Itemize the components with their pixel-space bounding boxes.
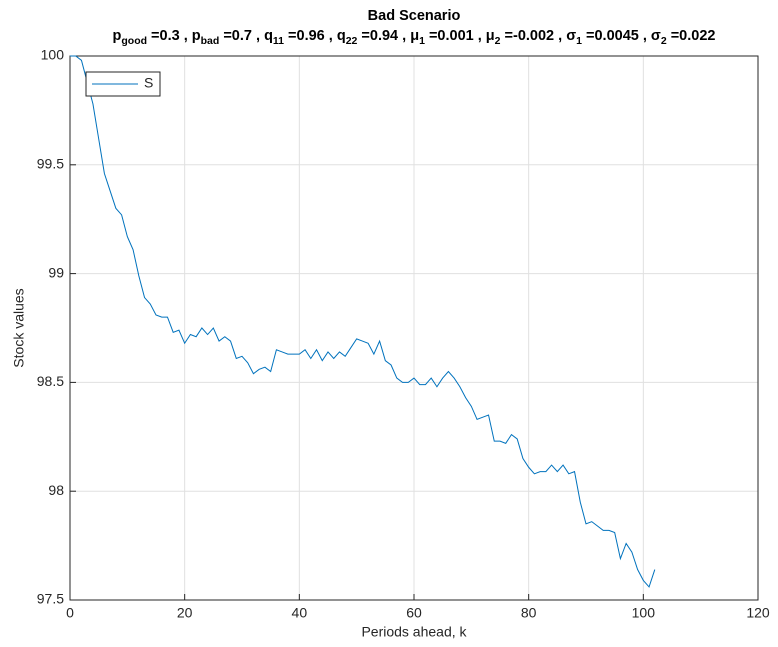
subtitle-subscript: 2	[495, 35, 501, 47]
axes-box	[69, 55, 759, 601]
subtitle-text: =0.3 ,	[147, 28, 192, 44]
legend-label: S	[144, 75, 153, 91]
subtitle-text: =0.94 ,	[357, 28, 410, 44]
x-tick-label: 0	[66, 605, 74, 621]
chart-title: Bad Scenario	[368, 8, 461, 24]
x-tick-label: 20	[177, 605, 193, 621]
subtitle-text: =-0.002 ,	[501, 28, 567, 44]
x-tick-label: 100	[632, 605, 656, 621]
y-tick-label: 97.5	[37, 591, 64, 607]
chart-subtitle: pgood =0.3 , pbad =0.7 , q11 =0.96 , q22…	[113, 28, 716, 47]
subtitle-text: =0.022	[667, 28, 716, 44]
subtitle-text: q	[264, 28, 273, 44]
subtitle-text: σ	[566, 28, 576, 44]
subtitle-subscript: 1	[419, 35, 425, 47]
subtitle-text: =0.001 ,	[425, 28, 486, 44]
x-tick-label: 60	[406, 605, 422, 621]
subtitle-text: μ	[410, 28, 419, 44]
subtitle-text: σ	[651, 28, 661, 44]
subtitle-subscript: 22	[346, 35, 358, 47]
subtitle-subscript: bad	[201, 35, 220, 47]
y-axis-label: Stock values	[11, 288, 27, 367]
subtitle-text: =0.0045 ,	[582, 28, 651, 44]
x-tick-label: 120	[746, 605, 770, 621]
y-tick-label: 99	[48, 264, 64, 280]
subtitle-subscript: good	[121, 35, 147, 47]
x-tick-label: 80	[521, 605, 537, 621]
subtitle-text: =0.7 ,	[219, 28, 264, 44]
subtitle-subscript: 1	[576, 35, 582, 47]
y-tick-label: 98	[48, 482, 64, 498]
data-line	[70, 55, 656, 588]
subtitle-text: q	[337, 28, 346, 44]
x-axis-label: Periods ahead, k	[361, 624, 467, 640]
subtitle-text: =0.96 ,	[284, 28, 337, 44]
y-tick-label: 98.5	[37, 373, 64, 389]
subtitle-subscript: 11	[273, 35, 284, 47]
subtitle-subscript: 2	[661, 35, 667, 47]
subtitle-text: μ	[486, 28, 495, 44]
y-tick-label: 100	[41, 47, 65, 63]
x-tick-label: 40	[292, 605, 308, 621]
subtitle-text: p	[113, 28, 122, 44]
subtitle-text: p	[192, 28, 201, 44]
y-tick-label: 99.5	[37, 156, 64, 172]
